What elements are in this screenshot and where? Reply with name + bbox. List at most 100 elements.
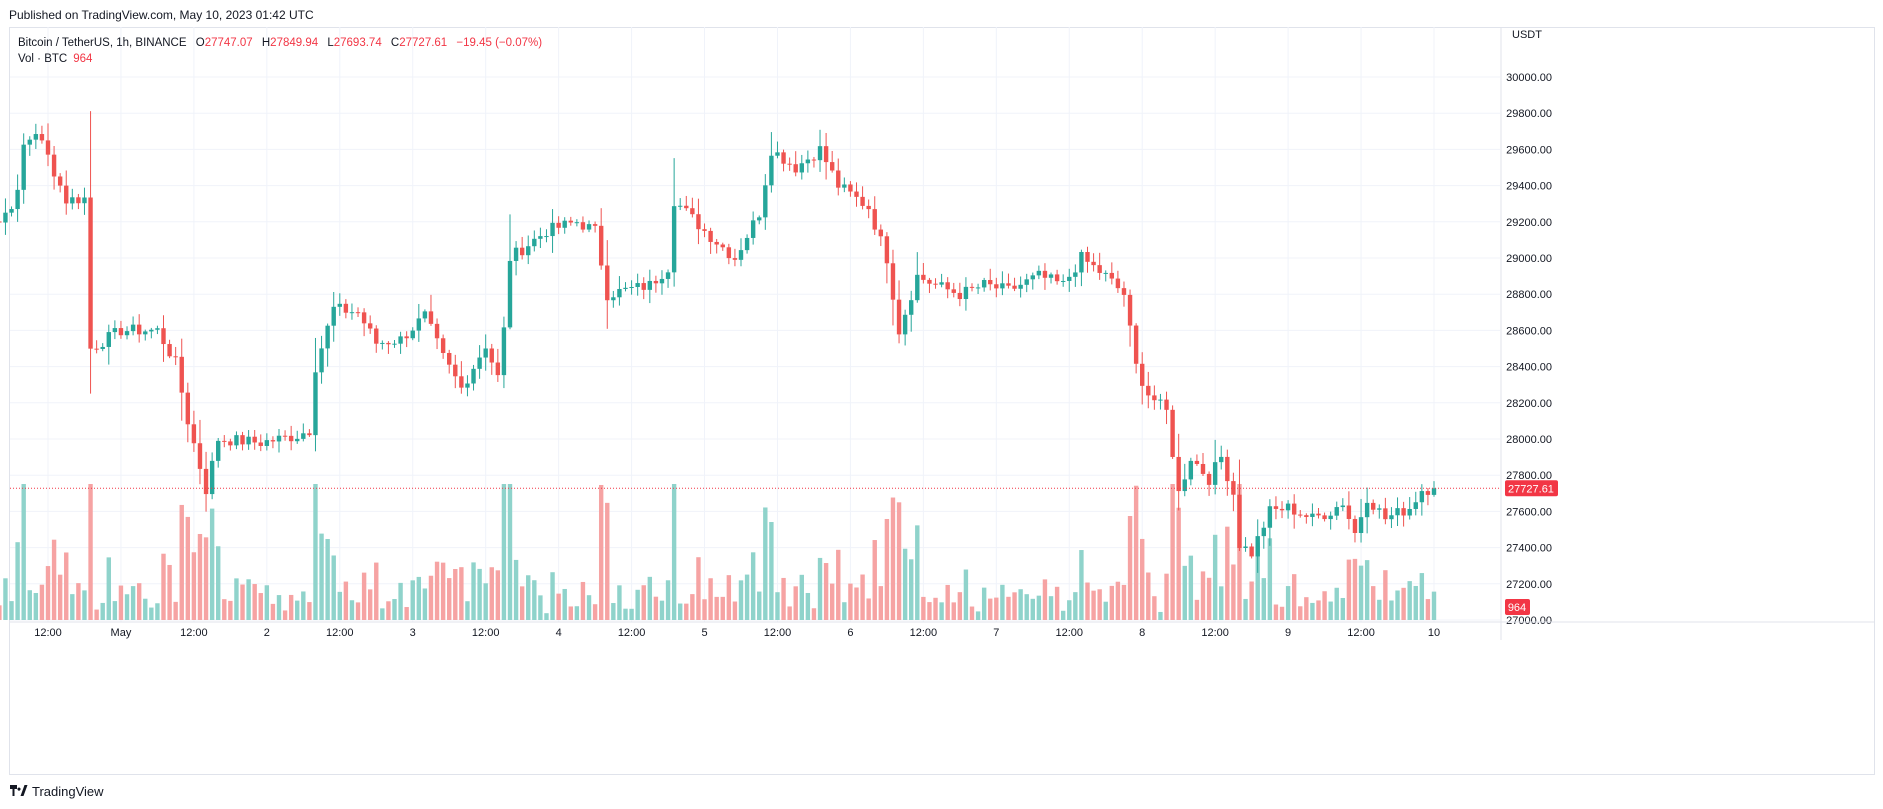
- candle-body: [392, 343, 397, 345]
- candle-body: [1322, 515, 1327, 520]
- last-price-line: 27727.61 964: [10, 480, 1558, 615]
- volume-bar: [1231, 564, 1236, 620]
- candle-body: [994, 284, 999, 289]
- volume-bar: [143, 598, 148, 620]
- candle-body: [45, 140, 51, 155]
- volume-bar: [234, 578, 239, 620]
- volume-bar: [1079, 550, 1084, 620]
- candle-body: [337, 303, 342, 307]
- volume-bar: [1431, 591, 1437, 620]
- volume-bar: [282, 610, 288, 620]
- volume-bar: [459, 567, 464, 620]
- volume-bars: [0, 484, 1437, 620]
- volume-bar: [1067, 600, 1072, 620]
- volume-bar: [1097, 589, 1102, 620]
- candle-body: [927, 279, 932, 284]
- price-tick-label: 27800.00: [1506, 470, 1552, 482]
- volume-bar: [513, 559, 519, 620]
- chart-frame[interactable]: [9, 27, 1875, 775]
- candle-body: [598, 225, 604, 266]
- last-volume-badge: [1505, 599, 1530, 615]
- volume-bar: [1383, 570, 1388, 620]
- volume-bar: [1152, 596, 1157, 620]
- candle-body: [1352, 518, 1358, 533]
- candle-body: [872, 209, 877, 230]
- candle-body: [738, 250, 744, 260]
- candle-body: [428, 311, 434, 324]
- volume-bar: [532, 580, 537, 620]
- candle-body: [696, 214, 701, 230]
- candle-body: [574, 222, 580, 224]
- candle-body: [550, 222, 555, 237]
- candle-body: [3, 212, 8, 223]
- candle-body: [1030, 275, 1035, 280]
- volume-bar: [252, 584, 257, 620]
- price-axis: 30000.00 29800.00 29600.00 29400.00 29200.00…: [1500, 27, 1552, 640]
- time-tick-label: 7: [993, 627, 999, 639]
- volume-bar: [562, 588, 567, 620]
- candle-body: [1133, 325, 1139, 364]
- volume-bar: [714, 596, 719, 620]
- volume-bar: [994, 597, 999, 620]
- candle-body: [1146, 385, 1151, 396]
- volume-bar: [1212, 534, 1218, 620]
- price-tick-label: 28600.00: [1506, 325, 1552, 337]
- volume-bar: [398, 582, 403, 620]
- candle-body: [57, 176, 63, 186]
- candle-body: [1389, 515, 1394, 520]
- volume-bar: [556, 593, 561, 620]
- price-tick-label: 29600.00: [1506, 144, 1552, 156]
- time-tick-label: May: [111, 627, 132, 639]
- candle-body: [793, 164, 798, 173]
- candle-body: [580, 222, 586, 230]
- volume-bar: [611, 603, 616, 620]
- candle-body: [471, 368, 476, 384]
- volume-bar: [890, 497, 896, 620]
- candle-body: [769, 155, 774, 186]
- volume-bar: [1206, 577, 1212, 620]
- volume-bar: [1012, 592, 1017, 620]
- volume-bar: [793, 586, 798, 620]
- candle-body: [234, 435, 239, 446]
- candle-body: [1340, 505, 1346, 508]
- candle-body: [1182, 479, 1187, 492]
- volume-bar: [884, 518, 890, 620]
- volume-bar: [331, 555, 336, 620]
- candle-body: [252, 436, 257, 443]
- time-tick-label: 12:00: [1201, 627, 1229, 639]
- candle-body: [811, 159, 817, 161]
- volume-bar: [349, 600, 355, 620]
- volume-bar: [526, 575, 531, 620]
- candle-body: [1334, 507, 1339, 516]
- volume-bar: [386, 601, 391, 620]
- volume-bar: [1310, 602, 1315, 620]
- volume-bar: [702, 599, 707, 620]
- tradingview-logo[interactable]: TradingView: [10, 784, 104, 799]
- volume-bar: [1042, 579, 1048, 620]
- volume-bar: [1328, 601, 1333, 620]
- volume-bar: [1018, 589, 1023, 620]
- price-tick-label: 29800.00: [1506, 108, 1552, 120]
- volume-bar: [33, 592, 39, 620]
- volume-bar: [495, 570, 501, 620]
- volume-bar: [477, 568, 482, 620]
- candle-body: [586, 224, 592, 230]
- volume-bar: [1182, 565, 1187, 620]
- volume-bar: [367, 589, 373, 620]
- candle-body: [714, 241, 719, 245]
- candle-body: [750, 220, 756, 238]
- volume-bar: [106, 557, 111, 620]
- candle-body: [641, 283, 646, 290]
- candle-body: [258, 442, 263, 446]
- candle-body: [1401, 508, 1406, 516]
- price-tick-label: 29200.00: [1506, 217, 1552, 229]
- candle-body: [33, 134, 39, 140]
- candle-body: [866, 205, 871, 210]
- volume-bar: [988, 598, 993, 620]
- candle-body: [185, 392, 191, 425]
- volume-bar: [726, 575, 732, 620]
- time-tick-label: 4: [556, 627, 562, 639]
- candle-body: [501, 327, 507, 376]
- candle-body: [64, 185, 69, 204]
